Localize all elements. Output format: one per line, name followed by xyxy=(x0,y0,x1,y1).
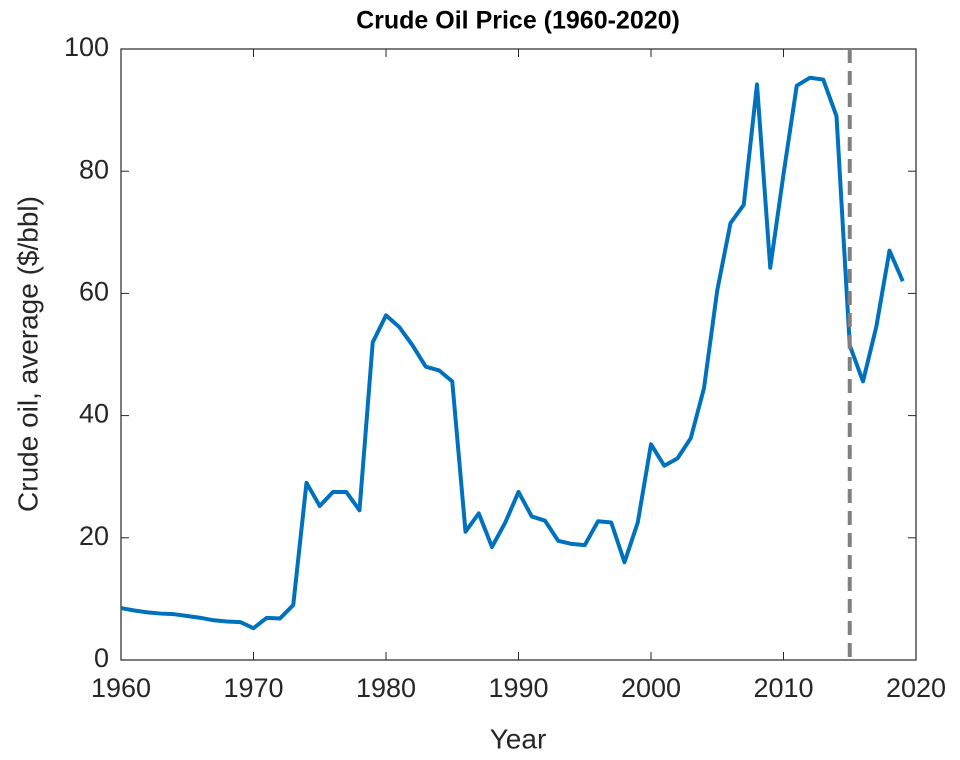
x-tick-label: 1970 xyxy=(223,673,283,703)
y-tick-label: 60 xyxy=(79,277,109,307)
data-line xyxy=(120,75,905,631)
x-tick-label: 2020 xyxy=(886,673,946,703)
plot-frame xyxy=(120,48,917,661)
y-tick-label: 100 xyxy=(64,32,109,62)
y-tick-label: 40 xyxy=(79,399,109,429)
x-tick-label: 1960 xyxy=(91,673,151,703)
x-axis-label: Year xyxy=(490,723,547,754)
x-tick-label: 2010 xyxy=(753,673,813,703)
y-tick-label: 80 xyxy=(79,154,109,184)
chart-title: Crude Oil Price (1960-2020) xyxy=(356,7,680,35)
x-tick-label: 2000 xyxy=(621,673,681,703)
x-tick-label: 1990 xyxy=(488,673,548,703)
x-tick-label: 1980 xyxy=(356,673,416,703)
y-tick-label: 20 xyxy=(79,521,109,551)
y-axis-label: Crude oil, average ($/bbl) xyxy=(12,196,43,512)
y-tick-label: 0 xyxy=(94,643,109,673)
